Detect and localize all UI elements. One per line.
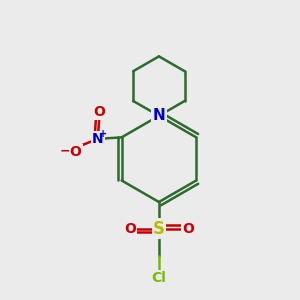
Text: S: S [153, 220, 165, 238]
Text: O: O [182, 222, 194, 236]
Text: N: N [92, 132, 103, 146]
Text: +: + [99, 128, 107, 139]
Text: O: O [70, 145, 82, 159]
Text: N: N [152, 108, 165, 123]
Text: −: − [59, 145, 70, 158]
Text: O: O [124, 222, 136, 236]
Text: O: O [93, 105, 105, 119]
Text: Cl: Cl [152, 271, 166, 285]
